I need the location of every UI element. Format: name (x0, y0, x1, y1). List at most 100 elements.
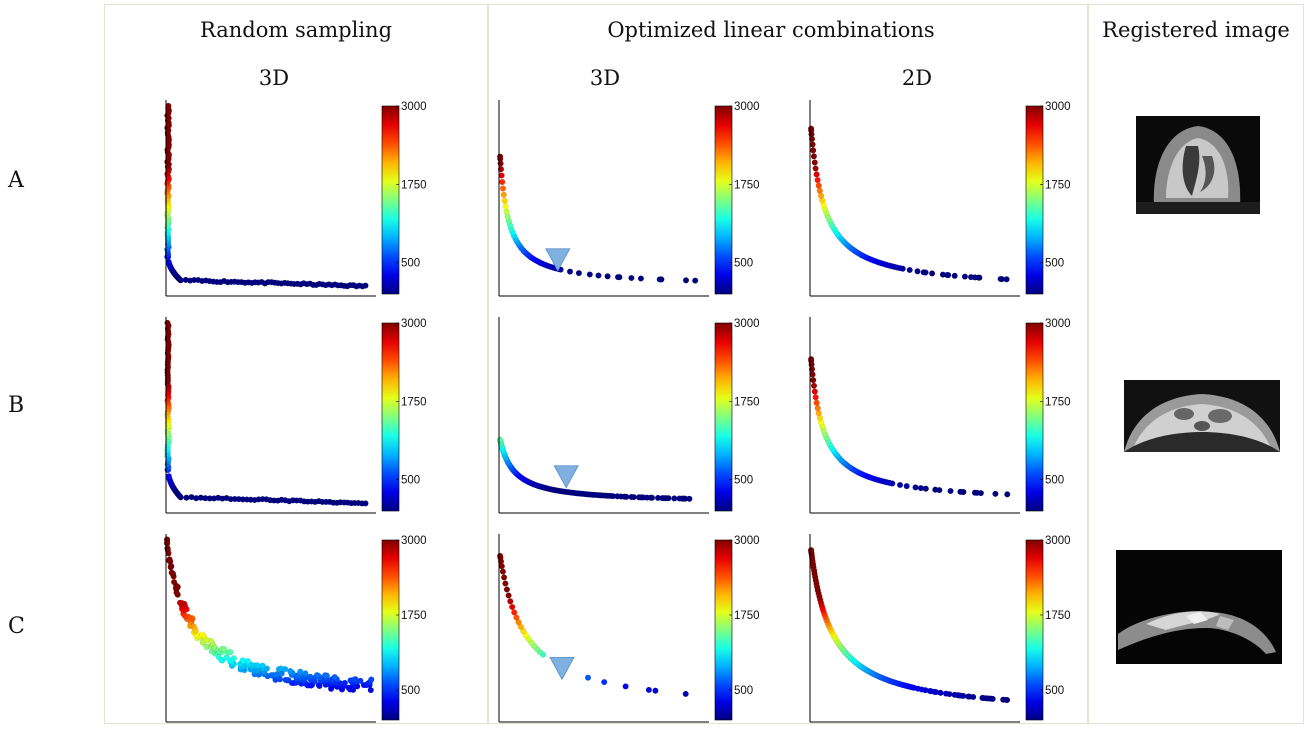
data-point (223, 654, 230, 661)
data-point (595, 272, 602, 279)
data-point (313, 672, 321, 679)
highlight-marker (553, 465, 579, 489)
data-point (188, 494, 195, 501)
row-label-b: B (8, 393, 25, 418)
data-point (920, 269, 927, 276)
data-point (808, 356, 815, 363)
column-group-random-frame (104, 4, 488, 724)
registered-image-b (1124, 380, 1280, 452)
data-point (300, 280, 307, 287)
data-point (231, 495, 238, 503)
data-point (637, 275, 644, 282)
highlight-marker (545, 248, 571, 272)
data-point (939, 271, 946, 278)
data-point (352, 676, 359, 683)
data-point (254, 662, 261, 669)
data-point (635, 494, 643, 501)
data-point (171, 579, 178, 586)
column-group-optimized-frame (488, 4, 1088, 724)
registered-image-a (1136, 116, 1260, 214)
data-point (341, 679, 348, 686)
data-point (195, 276, 202, 284)
registered-image-c (1116, 550, 1282, 664)
data-point (357, 677, 364, 684)
data-point (814, 405, 821, 412)
data-point (499, 185, 507, 192)
data-point (815, 182, 822, 189)
plot-a-random-3d: 3000 1750 500 (164, 100, 427, 297)
plot-a-optimized-2d: 3000 1750 500 (808, 100, 1071, 297)
colorbar (1025, 105, 1044, 295)
data-point (497, 153, 504, 160)
plot-area (808, 534, 1020, 723)
plot-area (497, 317, 709, 514)
data-point (502, 203, 509, 210)
data-point (1004, 491, 1011, 498)
colorbar (714, 322, 733, 512)
data-point (165, 258, 172, 265)
data-point (503, 586, 510, 593)
data-point (676, 495, 683, 502)
data-point (499, 568, 506, 575)
data-point (810, 153, 817, 160)
colorbar-tick-label: 500 (734, 685, 753, 697)
data-point (297, 668, 304, 675)
data-point (239, 657, 246, 664)
data-point (942, 690, 950, 697)
data-point (227, 649, 234, 656)
data-point (947, 487, 954, 495)
data-point (813, 171, 820, 178)
header-random-sampling: Random sampling (199, 18, 393, 42)
data-point (656, 276, 663, 283)
data-point (182, 276, 189, 283)
data-point (816, 187, 823, 194)
data-point (811, 388, 818, 395)
data-point (221, 277, 228, 285)
data-point (498, 172, 505, 179)
data-point (503, 208, 510, 215)
colorbar-tick-label: 3000 (1045, 318, 1071, 330)
data-point (979, 694, 986, 701)
data-point (238, 279, 245, 286)
data-point (278, 496, 285, 503)
data-point (509, 603, 516, 611)
data-point (575, 270, 582, 277)
data-point (971, 489, 978, 496)
data-point (917, 485, 924, 492)
colorbar-tick-label: 1750 (1045, 179, 1071, 191)
data-point (302, 670, 309, 677)
data-point (682, 690, 689, 697)
colorbar-tick-label: 500 (734, 475, 753, 487)
colorbar-tick-label: 1750 (401, 610, 427, 622)
data-point (197, 494, 204, 501)
colorbar-tick-label: 3000 (401, 318, 427, 330)
data-point (164, 536, 171, 543)
data-point (566, 268, 574, 275)
data-point (584, 674, 592, 681)
data-point (817, 192, 825, 199)
data-point (500, 191, 507, 198)
colorbar-tick-label: 500 (401, 258, 420, 270)
colorbar-tick-label: 3000 (734, 101, 760, 113)
data-point (259, 496, 266, 503)
header-optimized-linear-combinations: Optimized linear combinations (607, 18, 935, 42)
data-point (306, 280, 314, 287)
data-point (331, 281, 339, 288)
colorbar (714, 105, 733, 295)
data-point (315, 498, 322, 505)
plot-c-optimized-2d: 3000 1750 500 (808, 534, 1071, 723)
colorbar-tick-label: 1750 (734, 610, 760, 622)
colorbar-tick-label: 1750 (1045, 610, 1071, 622)
registered-image-c-graphic (1116, 550, 1282, 664)
data-point (622, 683, 629, 690)
data-point (316, 280, 323, 287)
data-point (502, 580, 509, 587)
data-point (367, 687, 374, 694)
colorbar (381, 322, 400, 512)
data-point (287, 667, 294, 675)
colorbar (1025, 322, 1044, 512)
data-point (499, 178, 506, 186)
data-point (813, 399, 820, 406)
data-point (808, 547, 815, 554)
data-point (350, 282, 357, 289)
